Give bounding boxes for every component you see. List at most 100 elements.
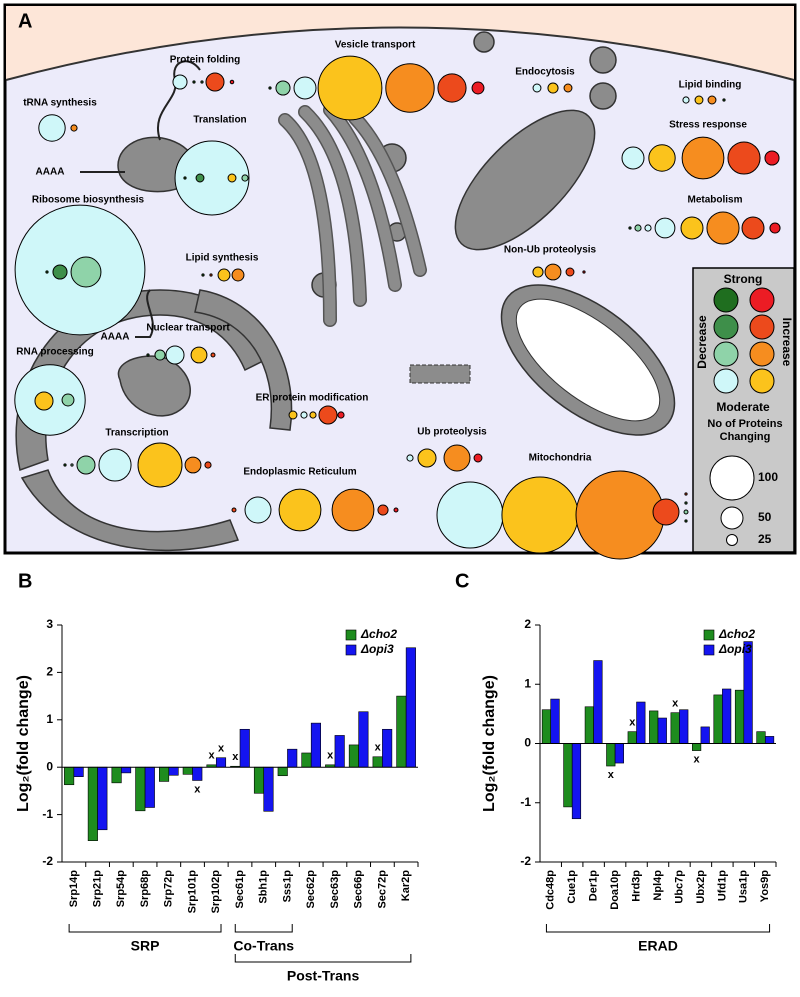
annotation: x	[327, 750, 334, 762]
x-tick-label: Doa10p	[609, 870, 621, 910]
group-label: ERAD	[638, 938, 678, 954]
protein-bubble	[471, 81, 485, 95]
bar	[606, 743, 616, 767]
bar	[372, 756, 383, 768]
protein-bubble	[241, 174, 249, 182]
legend-size-circle	[709, 455, 755, 501]
protein-bubble	[76, 455, 96, 475]
compartment-label: Non-Ub proteolysis	[504, 245, 597, 256]
bar	[135, 766, 146, 812]
x-tick-label: Srp68p	[139, 870, 151, 908]
y-tick-label: -2	[520, 854, 531, 868]
legend-swatch	[703, 629, 715, 641]
x-tick-label: Yos9p	[759, 870, 771, 902]
protein-bubble	[201, 273, 205, 277]
y-tick-label: 3	[46, 617, 53, 631]
protein-bubble	[204, 461, 212, 469]
legend-color	[713, 314, 739, 340]
protein-bubble	[652, 498, 680, 526]
protein-bubble	[634, 224, 642, 232]
endoplasmic-reticulum	[194, 289, 293, 431]
bar	[764, 736, 775, 744]
mitochondrion-inner	[515, 298, 661, 422]
compartment-label: Mitochondria	[529, 453, 592, 464]
protein-bubble	[244, 496, 272, 524]
bar	[168, 766, 179, 776]
group-bracket	[234, 924, 293, 933]
protein-bubble	[707, 95, 717, 105]
compartment-label: Endoplasmic Reticulum	[243, 467, 356, 478]
x-tick-label: Srp14p	[68, 870, 80, 908]
protein-bubble	[98, 448, 132, 482]
protein-bubble	[582, 270, 586, 274]
bar	[679, 709, 689, 744]
protein-bubble	[648, 144, 676, 172]
protein-bubble	[137, 442, 183, 488]
bar	[722, 688, 732, 744]
bar	[657, 717, 667, 744]
protein-bubble	[209, 273, 213, 277]
y-tick-label: 0	[46, 759, 53, 773]
annotation: x	[218, 743, 225, 755]
protein-bubble	[565, 267, 575, 277]
nuclear-envelope	[20, 469, 240, 552]
vesicle	[589, 82, 617, 110]
legend-size-label: 50	[758, 510, 772, 524]
protein-bubble	[70, 256, 102, 288]
protein-bubble	[192, 80, 196, 84]
poly-a-label: AAAA	[36, 167, 65, 178]
bar	[593, 660, 603, 744]
x-tick-label: Sec61p	[234, 870, 246, 909]
compartment-label: Nuclear transport	[146, 323, 230, 334]
protein-bubble	[443, 444, 471, 472]
protein-bubble	[34, 391, 54, 411]
vesicle	[589, 46, 617, 74]
legend-color	[713, 368, 739, 394]
bar	[563, 743, 573, 808]
x-tick-label: Srp21p	[92, 870, 104, 908]
vesicle	[473, 31, 495, 53]
legend-label: Δcho2	[360, 627, 397, 641]
legend-size-circle	[720, 506, 744, 530]
annotation: x	[232, 751, 239, 763]
group-label: SRP	[131, 938, 160, 954]
bar	[358, 711, 369, 768]
x-tick-label: Srp54p	[115, 870, 127, 908]
legend-increase: Increase	[780, 318, 794, 367]
protein-bubble	[727, 141, 761, 175]
bar	[405, 647, 416, 768]
x-tick-label: Srp101p	[186, 870, 198, 914]
bar	[73, 766, 84, 777]
protein-bubble	[184, 456, 202, 474]
bar	[627, 731, 637, 744]
protein-bubble	[681, 136, 725, 180]
bar	[192, 766, 203, 781]
protein-bubble	[278, 488, 322, 532]
compartment-label: tRNA synthesis	[23, 98, 97, 109]
compartment-label: Vesicle transport	[335, 40, 416, 51]
bar	[649, 710, 659, 744]
bar	[700, 726, 710, 744]
group-bracket	[68, 924, 222, 933]
bar	[713, 694, 723, 744]
protein-bubble	[210, 352, 216, 358]
ubiquitin-chain	[409, 364, 471, 384]
protein-bubble	[172, 74, 188, 90]
x-tick-label: Sss1p	[281, 870, 293, 903]
bar	[396, 695, 407, 768]
x-tick-label: Hrd3p	[630, 870, 642, 902]
protein-bubble	[501, 476, 579, 554]
legend-label: Δopi3	[360, 642, 394, 656]
protein-bubble	[764, 150, 780, 166]
annotation: x	[608, 769, 615, 781]
protein-bubble	[318, 405, 338, 425]
annotation: x	[375, 742, 382, 754]
legend-color	[713, 341, 739, 367]
protein-bubble	[644, 224, 652, 232]
protein-bubble	[654, 217, 676, 239]
bar	[348, 744, 359, 768]
legend-moderate: Moderate	[716, 400, 770, 414]
legend-size-title: No of Proteins Changing	[707, 418, 783, 443]
